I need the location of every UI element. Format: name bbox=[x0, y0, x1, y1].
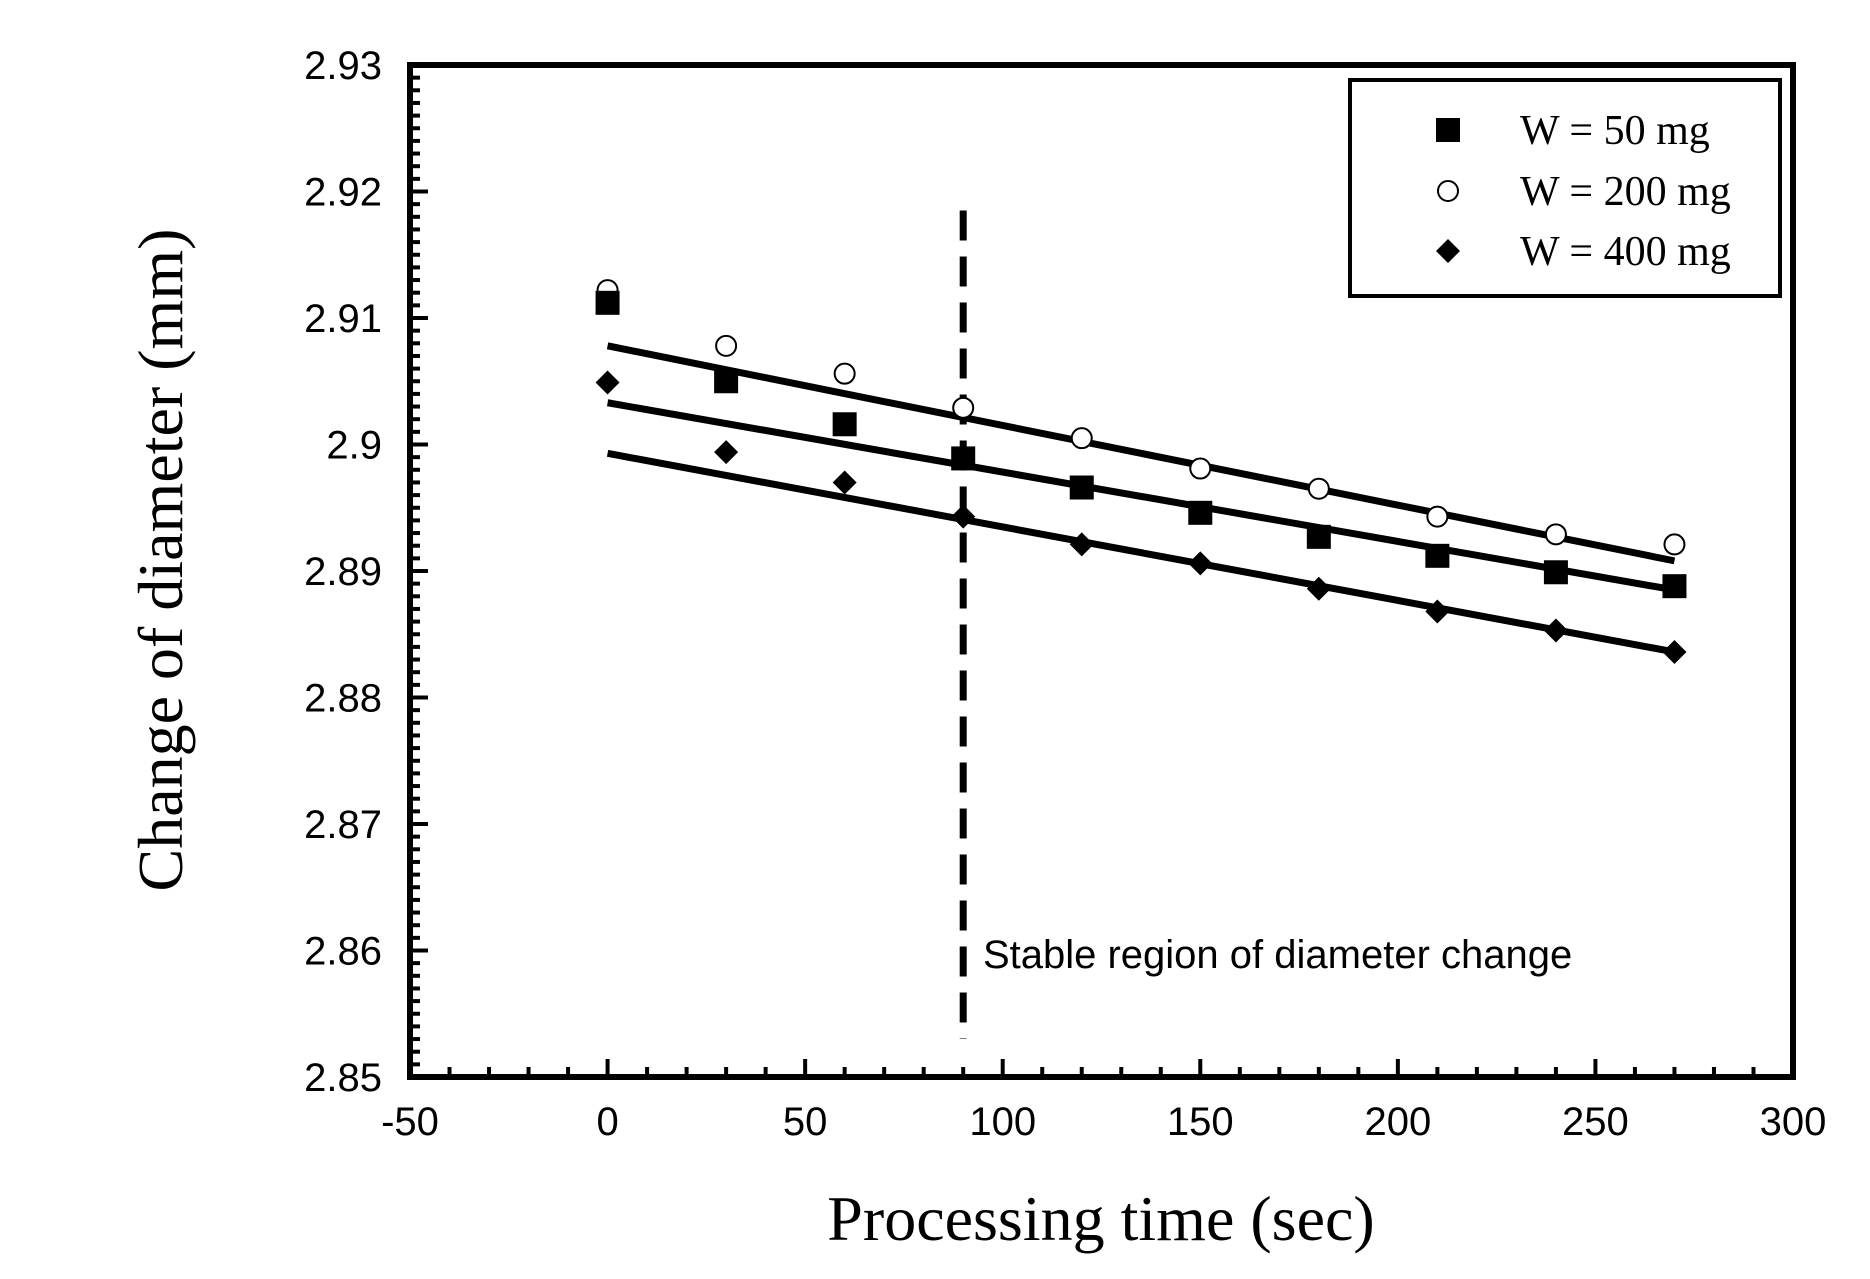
data-point-w50 bbox=[832, 412, 857, 437]
y-tick-labels: 2.85 2.86 2.87 2.88 2.89 2.9 2.91 2.92 2.93 bbox=[304, 44, 382, 1100]
legend-markers bbox=[1436, 118, 1460, 263]
x-tick-label: 150 bbox=[1167, 1100, 1234, 1144]
legend-box bbox=[1348, 78, 1782, 298]
x-tick-labels: -50 0 50 100 150 200 250 300 bbox=[381, 1100, 1826, 1144]
data-point-w200 bbox=[833, 362, 856, 385]
legend-label-w200: W = 200 mg bbox=[1520, 169, 1731, 215]
data-point-w200 bbox=[1544, 523, 1567, 546]
fit-lines bbox=[606, 342, 1676, 656]
data-point-w400 bbox=[595, 370, 620, 395]
axis-ticks bbox=[408, 63, 1795, 1079]
legend: W = 50 mg W = 200 mg W = 400 mg bbox=[1348, 78, 1782, 298]
y-tick-label: 2.9 bbox=[326, 424, 382, 468]
legend-marker-w200 bbox=[1437, 180, 1459, 202]
legend-marker-w50 bbox=[1436, 118, 1460, 142]
data-point-w400 bbox=[1543, 618, 1568, 643]
y-tick-label: 2.87 bbox=[304, 803, 382, 847]
legend-label-w400: W = 400 mg bbox=[1520, 229, 1731, 275]
data-point-w400 bbox=[1188, 551, 1213, 576]
y-tick-label: 2.91 bbox=[304, 297, 382, 341]
data-points bbox=[595, 279, 1687, 664]
data-point-w50 bbox=[1662, 574, 1687, 599]
data-point-w50 bbox=[714, 369, 739, 394]
y-axis-title: Change of diameter (mm) bbox=[125, 229, 196, 892]
legend-marker-w400 bbox=[1436, 239, 1460, 263]
data-point-w400 bbox=[1662, 639, 1687, 664]
data-point-w200 bbox=[952, 396, 975, 419]
fit-line-w50 bbox=[606, 399, 1676, 594]
data-point-w400 bbox=[1306, 576, 1331, 601]
x-tick-label: 100 bbox=[969, 1100, 1036, 1144]
data-point-w200 bbox=[1189, 457, 1212, 480]
legend-label-w50: W = 50 mg bbox=[1520, 108, 1710, 154]
data-point-w50 bbox=[1543, 560, 1568, 585]
fit-line-w200 bbox=[606, 342, 1676, 565]
annotation-text: Stable region of diameter change bbox=[983, 933, 1572, 977]
y-tick-label: 2.86 bbox=[304, 930, 382, 974]
y-tick-label: 2.93 bbox=[304, 44, 382, 88]
data-point-w200 bbox=[715, 334, 738, 357]
data-point-w200 bbox=[1307, 477, 1330, 500]
y-tick-label: 2.88 bbox=[304, 677, 382, 721]
data-point-w50 bbox=[1306, 524, 1331, 549]
data-point-w400 bbox=[951, 504, 976, 529]
fit-line-w400 bbox=[606, 449, 1676, 656]
data-point-w200 bbox=[1426, 505, 1449, 528]
data-point-w400 bbox=[1069, 532, 1094, 557]
x-tick-label: -50 bbox=[381, 1100, 439, 1144]
data-point-w50 bbox=[1188, 500, 1213, 525]
y-tick-label: 2.89 bbox=[304, 550, 382, 594]
data-point-w200 bbox=[1070, 427, 1093, 450]
data-point-w50 bbox=[951, 446, 976, 471]
data-point-w400 bbox=[714, 440, 739, 465]
data-point-w50 bbox=[1069, 475, 1094, 500]
x-tick-label: 50 bbox=[783, 1100, 828, 1144]
data-point-w200 bbox=[1663, 533, 1686, 556]
x-tick-label: 200 bbox=[1364, 1100, 1431, 1144]
data-point-w400 bbox=[1425, 599, 1450, 624]
x-tick-label: 250 bbox=[1562, 1100, 1629, 1144]
x-axis-title: Processing time (sec) bbox=[827, 1183, 1374, 1254]
x-tick-label: 0 bbox=[596, 1100, 618, 1144]
x-tick-label: 300 bbox=[1760, 1100, 1827, 1144]
data-point-w50 bbox=[595, 290, 620, 315]
y-tick-label: 2.92 bbox=[304, 171, 382, 215]
data-point-w50 bbox=[1425, 543, 1450, 568]
data-point-w400 bbox=[832, 470, 857, 495]
y-tick-label: 2.85 bbox=[304, 1056, 382, 1100]
